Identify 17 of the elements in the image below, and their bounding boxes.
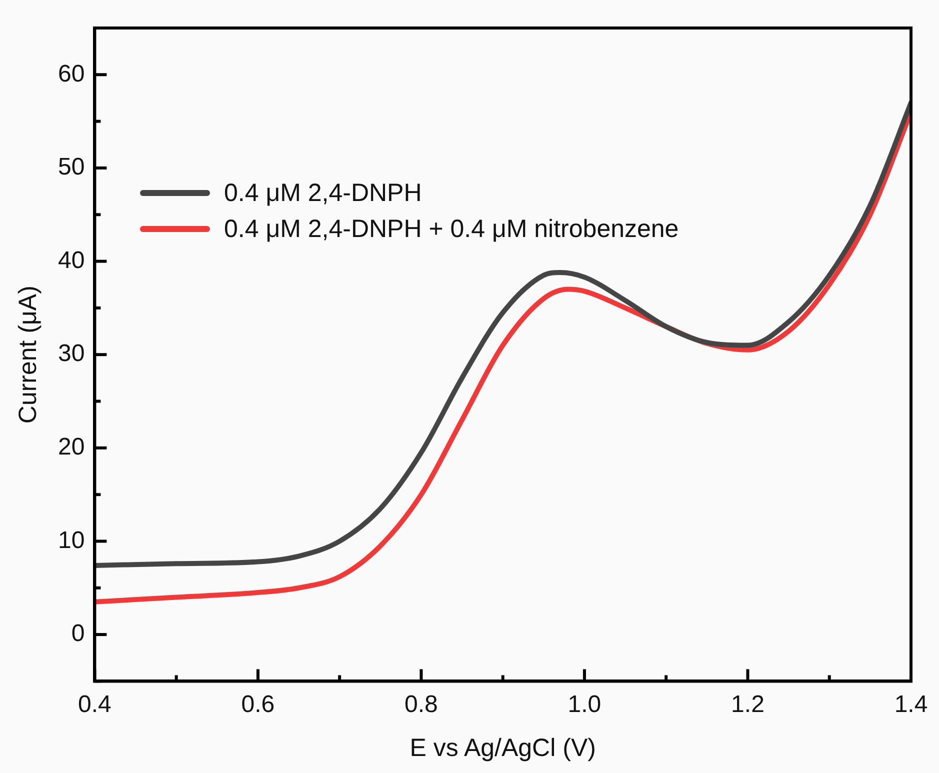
y-tick-label: 60: [58, 60, 85, 88]
x-tick-label: 1.2: [731, 691, 764, 718]
y-tick-label: 40: [58, 246, 85, 274]
y-tick-label: 10: [58, 526, 85, 554]
x-tick-label: 0.4: [78, 691, 112, 718]
y-tick-label: 20: [58, 434, 85, 461]
x-tick-label: 1.0: [568, 691, 602, 718]
y-tick-label: 30: [58, 340, 85, 368]
x-tick-label: 1.4: [894, 691, 928, 718]
legend-label: 0.4 μM 2,4-DNPH: [224, 178, 422, 208]
x-axis-title: E vs Ag/AgCl (V): [410, 734, 596, 762]
legend-label: 0.4 μM 2,4-DNPH + 0.4 μM nitrobenzene: [224, 214, 679, 244]
y-tick-label: 0: [71, 620, 85, 648]
y-axis-title: Current (μA): [14, 286, 42, 424]
x-tick-label: 0.6: [241, 691, 275, 718]
x-tick-label: 0.8: [404, 691, 438, 718]
y-tick-label: 50: [58, 154, 85, 181]
